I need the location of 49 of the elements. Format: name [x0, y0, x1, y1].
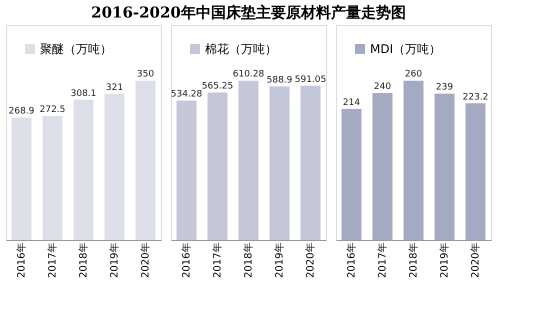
data-label: 268.9 — [8, 106, 35, 117]
bar — [136, 80, 156, 240]
x-tick-label: 2018年 — [242, 242, 254, 278]
x-tick-label: 2016年 — [16, 242, 28, 278]
bar — [42, 116, 62, 240]
bar — [270, 86, 290, 240]
data-label: 223.2 — [462, 92, 488, 102]
data-label: 534.28 — [170, 90, 203, 100]
bar — [208, 92, 228, 240]
data-label: 565.25 — [202, 81, 234, 92]
legend-label: MDI（万吨） — [370, 42, 442, 56]
bar — [434, 94, 454, 240]
bar — [404, 80, 424, 240]
data-label: 272.5 — [40, 105, 66, 116]
x-tick-label: 2018年 — [408, 242, 420, 278]
x-tick-label: 2019年 — [438, 242, 450, 278]
data-label: 588.9 — [266, 75, 293, 86]
text: 2016-2020年中国床垫主要原材料产量走势图 — [91, 4, 406, 22]
x-tick-label: 2020年 — [470, 242, 482, 278]
legend-label: 棉花（万吨） — [205, 42, 277, 56]
x-tick-label: 2016年 — [180, 242, 192, 278]
x-tick-label: 2017年 — [46, 242, 58, 278]
bar — [342, 108, 362, 240]
x-tick-label: 2018年 — [78, 242, 90, 278]
data-label: 214 — [342, 98, 360, 108]
data-label: 350 — [136, 70, 154, 80]
bar — [104, 94, 124, 240]
data-label: 308.1 — [70, 88, 96, 99]
data-label: 591.05 — [294, 74, 326, 85]
bar — [372, 92, 392, 240]
x-tick-label: 2019年 — [274, 242, 286, 278]
x-tick-label: 2020年 — [140, 242, 152, 278]
bar — [176, 100, 196, 240]
data-label: 260 — [404, 70, 422, 80]
bar — [300, 86, 320, 240]
bar — [238, 80, 258, 240]
data-label: 239 — [436, 82, 454, 93]
x-tick-label: 2017年 — [212, 242, 224, 278]
legend-label: 聚醚（万吨） — [40, 42, 112, 56]
x-tick-label: 2019年 — [108, 242, 120, 278]
x-tick-label: 2020年 — [304, 242, 316, 278]
data-label: 321 — [106, 82, 124, 93]
bar — [466, 103, 486, 240]
data-label: 610.28 — [232, 70, 265, 80]
bar — [12, 118, 32, 240]
x-tick-label: 2017年 — [376, 242, 388, 278]
bar — [74, 100, 94, 240]
x-tick-label: 2016年 — [346, 242, 358, 278]
data-label: 240 — [374, 82, 392, 92]
